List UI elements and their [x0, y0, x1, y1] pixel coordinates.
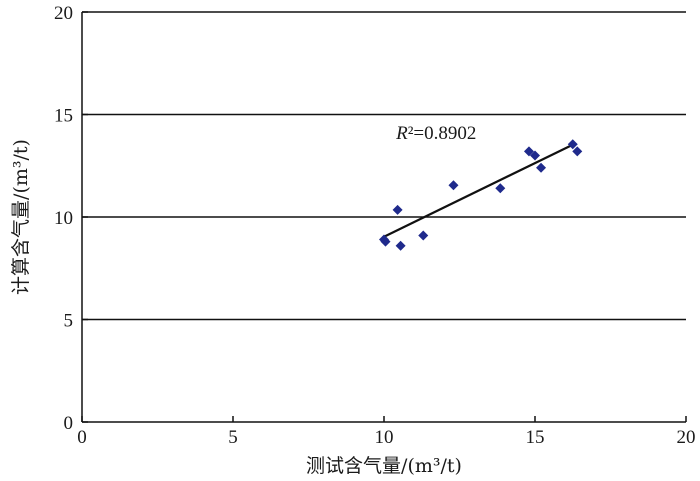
data-point: [567, 139, 578, 150]
data-point: [536, 162, 547, 173]
y-tick-label: 15: [54, 106, 73, 127]
data-point: [380, 236, 391, 247]
x-axis-ticks: 0 5 10 15 20: [77, 416, 696, 448]
x-axis-title: 测试含气量/(m³/t): [306, 455, 462, 477]
y-axis-title: 计算含气量/(m³/t): [10, 139, 32, 295]
x-tick-label: 0: [77, 427, 87, 448]
data-point: [418, 230, 429, 241]
data-point: [530, 150, 540, 161]
data-points: [379, 139, 583, 251]
data-point: [392, 204, 403, 215]
x-tick-label: 5: [228, 427, 238, 448]
data-point: [523, 146, 534, 157]
grid-lines: [82, 11, 686, 321]
x-tick-label: 15: [526, 427, 545, 448]
data-point: [448, 180, 459, 191]
x-tick-label: 10: [375, 427, 394, 448]
data-point: [495, 183, 506, 194]
x-tick-label: 20: [677, 427, 696, 448]
trendline: [382, 142, 577, 239]
data-point: [572, 146, 583, 157]
r-squared-annotation: R²=0.8902: [395, 123, 476, 144]
r-squared-value: ²=0.8902: [408, 123, 477, 144]
y-tick-label: 10: [54, 208, 73, 229]
y-tick-label: 0: [64, 413, 74, 434]
y-axis-ticks: 0 5 10 15 20: [54, 3, 88, 434]
data-point: [395, 240, 406, 251]
r-squared-symbol: R: [395, 123, 408, 144]
y-tick-label: 5: [64, 311, 74, 332]
y-tick-label: 20: [54, 3, 73, 24]
